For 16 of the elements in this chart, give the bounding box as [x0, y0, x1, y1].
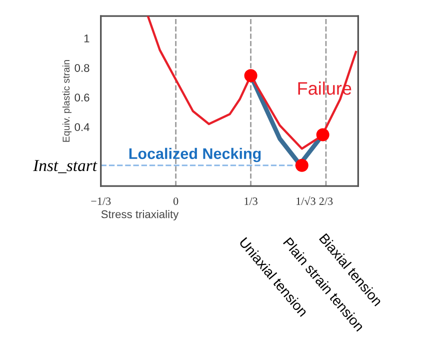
- x-tick-label: 0: [173, 197, 178, 205]
- x-tick-label: 1/√3: [296, 196, 316, 205]
- y-tick-label: 0.8: [74, 64, 90, 72]
- y-tick-label: 0.6: [74, 94, 90, 102]
- point: [295, 158, 308, 172]
- y-tick-label: 0.4: [74, 123, 90, 132]
- y-axis-title: Equiv. plastic strain: [62, 60, 72, 142]
- point: [316, 128, 330, 142]
- x-tick-label: −1/3: [91, 198, 111, 205]
- annotation: Localized Necking: [129, 148, 261, 162]
- x-tick-label: 1/3: [244, 198, 258, 205]
- text: Inst_start: [33, 160, 98, 174]
- x-tick-label: 2/3: [319, 198, 333, 205]
- x-axis-title: Stress triaxiality: [101, 210, 179, 220]
- y-tick-label: 1: [84, 34, 90, 42]
- point: [244, 69, 258, 82]
